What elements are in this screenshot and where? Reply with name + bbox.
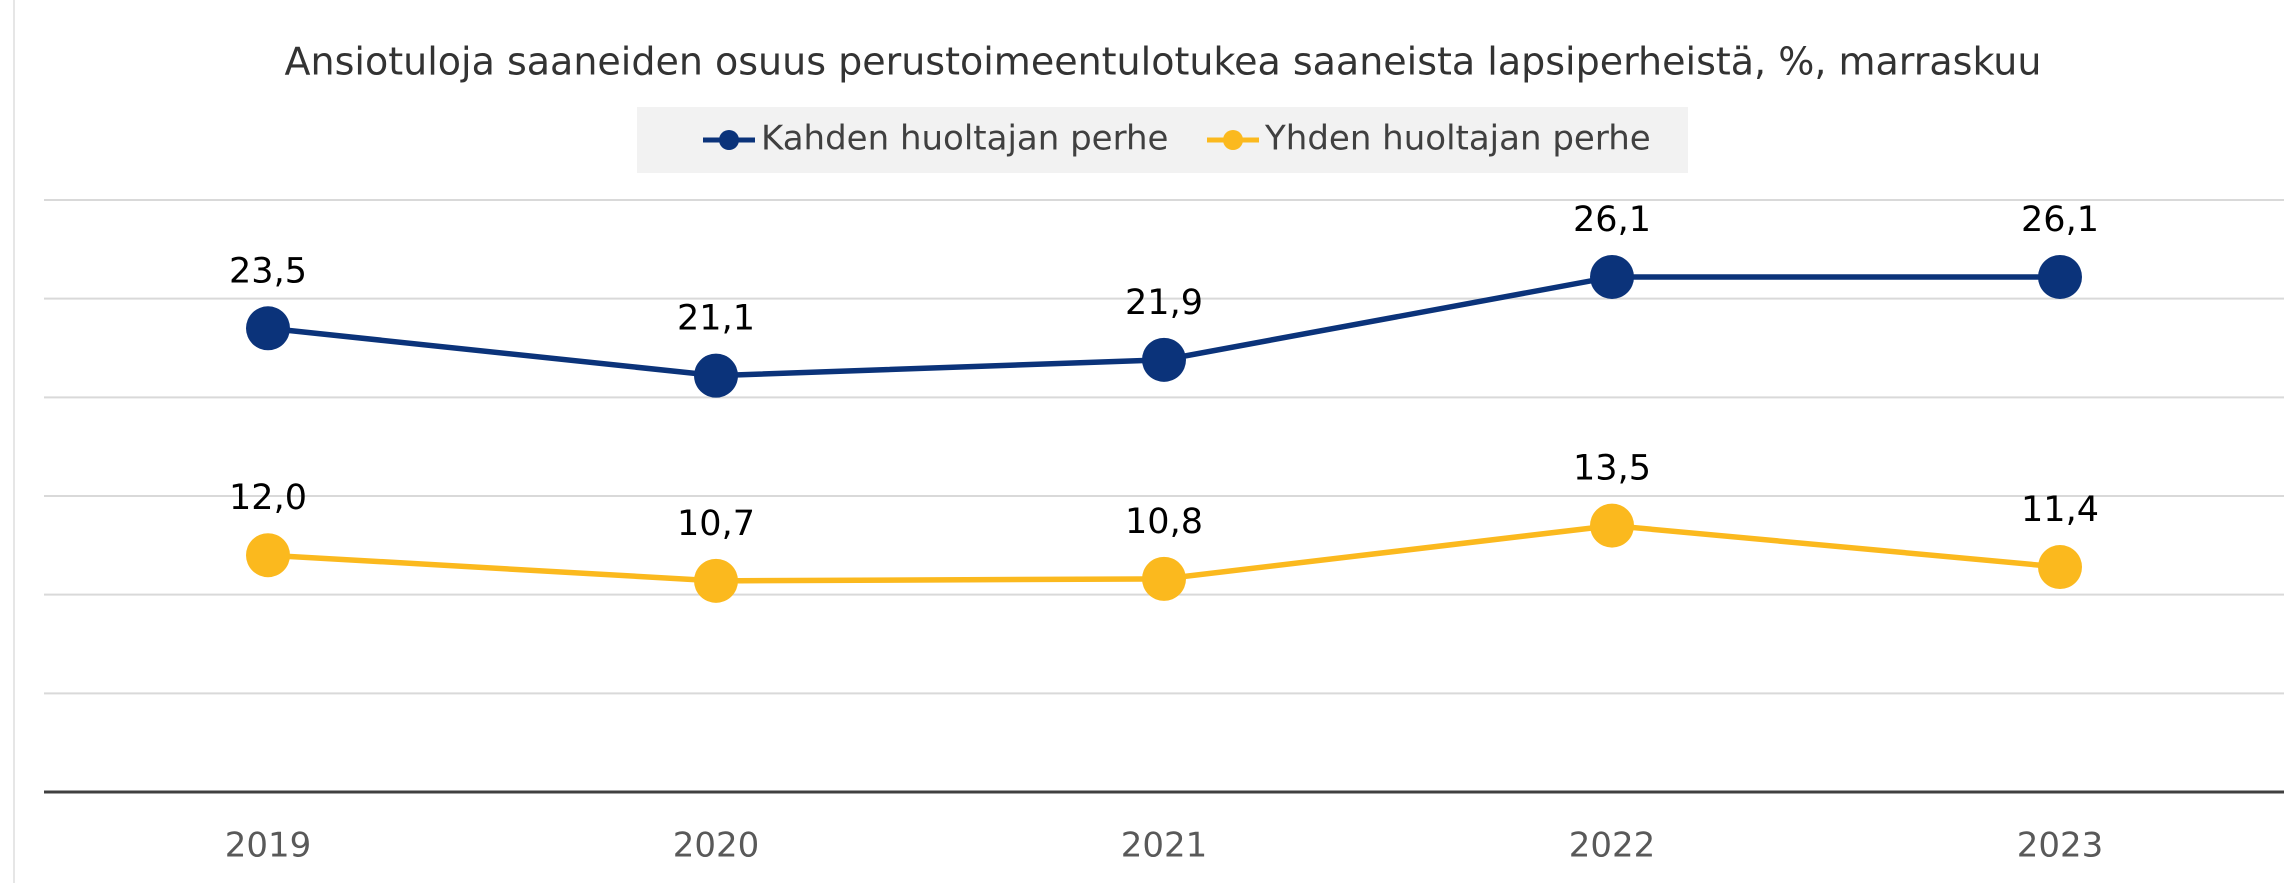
data-point (246, 306, 290, 351)
legend-box (637, 107, 1688, 173)
data-point (694, 558, 738, 603)
x-tick-label: 2022 (1569, 826, 1656, 866)
data-point (2038, 254, 2082, 299)
data-label: 10,7 (677, 504, 755, 544)
data-label: 21,9 (1125, 283, 1203, 323)
legend-marker (719, 130, 739, 150)
x-tick-label: 2020 (673, 826, 760, 866)
data-label: 23,5 (229, 251, 307, 291)
data-point (1142, 556, 1186, 601)
data-point (2038, 545, 2082, 590)
data-label: 26,1 (2021, 200, 2099, 240)
data-label: 11,4 (2021, 490, 2099, 530)
data-point (694, 353, 738, 398)
data-label: 21,1 (677, 299, 755, 339)
data-point (1590, 254, 1634, 299)
legend-marker (1223, 130, 1243, 150)
x-tick-label: 2023 (2017, 826, 2104, 866)
data-label: 10,8 (1125, 502, 1203, 542)
x-tick-label: 2019 (225, 826, 312, 866)
x-tick-label: 2021 (1121, 826, 1208, 866)
data-point (246, 533, 290, 578)
data-label: 12,0 (229, 478, 307, 518)
chart-title: Ansiotuloja saaneiden osuus perustoimeen… (285, 40, 2042, 84)
data-label: 13,5 (1573, 449, 1651, 489)
legend-label: Kahden huoltajan perhe (761, 119, 1168, 159)
data-point (1142, 337, 1186, 382)
legend-label: Yhden huoltajan perhe (1264, 119, 1651, 159)
data-point (1590, 503, 1634, 548)
data-label: 26,1 (1573, 200, 1651, 240)
